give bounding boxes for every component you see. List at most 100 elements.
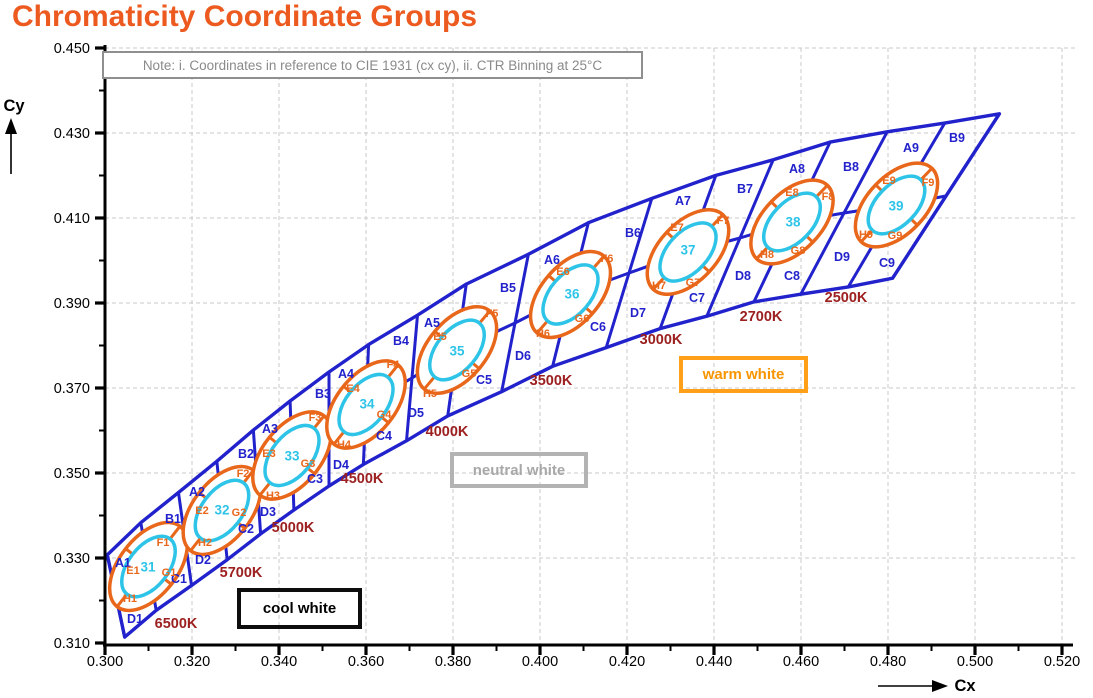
- bin-label-H9: H9: [859, 229, 873, 241]
- bin-group-34: [325, 359, 407, 450]
- y-tick-label: 0.310: [54, 636, 90, 652]
- x-tick-label: 0.440: [696, 654, 732, 670]
- bin-group-39: [853, 161, 940, 249]
- bin-label-G4: G4: [377, 409, 393, 421]
- cct-label-3000K: 3000K: [640, 332, 683, 348]
- bin-label-E5: E5: [433, 331, 446, 343]
- bin-label-B7: B7: [737, 182, 753, 196]
- bin-group-37: [645, 208, 731, 296]
- bin-label-F8: F8: [822, 191, 835, 203]
- bin-label-B8: B8: [843, 160, 859, 174]
- bin-label-A4: A4: [338, 367, 354, 381]
- bin-label-E8: E8: [785, 187, 798, 199]
- bin-label-D2: D2: [195, 553, 211, 567]
- bin-label-G5: G5: [462, 368, 477, 380]
- bin-group-31: [107, 520, 190, 613]
- bin-group-36: [528, 249, 613, 340]
- y-tick-label: 0.390: [54, 296, 90, 312]
- warm-white-annotation: warm white: [679, 356, 808, 393]
- group-number-35: 35: [449, 344, 465, 359]
- cct-label-5000K: 5000K: [272, 520, 315, 536]
- bin-label-D9: D9: [834, 250, 850, 264]
- group-number-36: 36: [564, 287, 580, 302]
- bin-label-F6: F6: [601, 253, 614, 265]
- bin-group-35: [415, 304, 499, 396]
- neutral-white-label: neutral white: [472, 461, 566, 479]
- bin-label-F9: F9: [922, 177, 935, 189]
- bin-label-G8: G8: [791, 245, 806, 257]
- bin-label-C2: C2: [238, 522, 254, 536]
- bin-label-B6: B6: [625, 226, 641, 240]
- y-axis-title: Cy: [3, 97, 25, 115]
- page-title: Chromaticity Coordinate Groups: [12, 0, 478, 33]
- group-number-33: 33: [284, 449, 300, 464]
- bin-label-B2: B2: [238, 447, 254, 461]
- bin-label-A5: A5: [424, 316, 440, 330]
- bin-label-H8: H8: [760, 249, 774, 261]
- x-tick-label: 0.500: [957, 654, 993, 670]
- bin-label-A2: A2: [189, 485, 205, 499]
- inner-ellipse: [761, 191, 823, 253]
- y-tick-label: 0.430: [54, 126, 90, 142]
- bin-label-H1: H1: [123, 593, 137, 605]
- group-number-32: 32: [214, 503, 229, 518]
- inner-ellipse: [658, 221, 718, 283]
- y-axis-arrow-head: [5, 118, 17, 134]
- y-tick-label: 0.450: [54, 41, 90, 57]
- bin-label-F4: F4: [387, 359, 401, 371]
- bin-label-E7: E7: [670, 222, 683, 234]
- axes: [95, 45, 1073, 655]
- x-tick-label: 0.400: [522, 654, 558, 670]
- note-text: Note: i. Coordinates in reference to CIE…: [142, 57, 603, 73]
- bin-label-E2: E2: [195, 505, 208, 517]
- cct-label-5700K: 5700K: [220, 565, 263, 581]
- bin-label-C9: C9: [879, 256, 895, 270]
- inner-ellipse: [541, 263, 600, 326]
- note-box: Note: i. Coordinates in reference to CIE…: [102, 51, 643, 79]
- bin-label-A1: A1: [115, 556, 131, 570]
- bin-label-D5: D5: [408, 406, 424, 420]
- bin-label-B3: B3: [315, 387, 331, 401]
- y-tick-label: 0.350: [54, 466, 90, 482]
- bin-label-D3: D3: [260, 505, 276, 519]
- bin-label-F2: F2: [237, 468, 250, 480]
- bin-label-H7: H7: [652, 280, 666, 292]
- bin-label-A8: A8: [789, 162, 805, 176]
- x-axis-title: Cx: [954, 677, 976, 695]
- cct-label-3500K: 3500K: [530, 373, 573, 389]
- cool-white-annotation: cool white: [237, 588, 362, 629]
- bin-label-E1: E1: [126, 565, 139, 577]
- inner-ellipse: [263, 423, 321, 488]
- bin-label-B4: B4: [393, 334, 409, 348]
- group-number-38: 38: [785, 215, 801, 230]
- bin-label-B1: B1: [165, 512, 181, 526]
- bin-label-B9: B9: [949, 131, 965, 145]
- bin-label-H6: H6: [536, 328, 550, 340]
- bin-label-G3: G3: [301, 458, 316, 470]
- warm-white-label: warm white: [702, 366, 785, 383]
- x-tick-label: 0.340: [261, 654, 297, 670]
- cool-white-label: cool white: [262, 600, 337, 617]
- bin-label-C1: C1: [171, 572, 187, 586]
- bin-group-38: [749, 178, 835, 266]
- bin-label-G6: G6: [575, 313, 590, 325]
- inner-ellipse: [337, 372, 395, 437]
- bin-label-H4: H4: [337, 439, 352, 451]
- bin-label-H3: H3: [266, 490, 280, 502]
- group-number-31: 31: [140, 560, 156, 575]
- group-number-37: 37: [680, 243, 695, 258]
- bin-label-C8: C8: [784, 269, 800, 283]
- inner-ellipse: [428, 318, 486, 382]
- group-number-39: 39: [888, 199, 903, 214]
- y-tick-label: 0.330: [54, 551, 90, 567]
- bin-label-E4: E4: [346, 383, 360, 395]
- bin-label-C7: C7: [689, 291, 705, 305]
- bin-label-G1: G1: [162, 567, 177, 579]
- x-tick-label: 0.460: [783, 654, 819, 670]
- x-axis-arrow-head: [932, 680, 948, 692]
- bin-group-32: [181, 464, 263, 557]
- bin-label-D1: D1: [127, 612, 143, 626]
- bin-label-F3: F3: [309, 412, 322, 424]
- cct-label-2500K: 2500K: [825, 290, 868, 306]
